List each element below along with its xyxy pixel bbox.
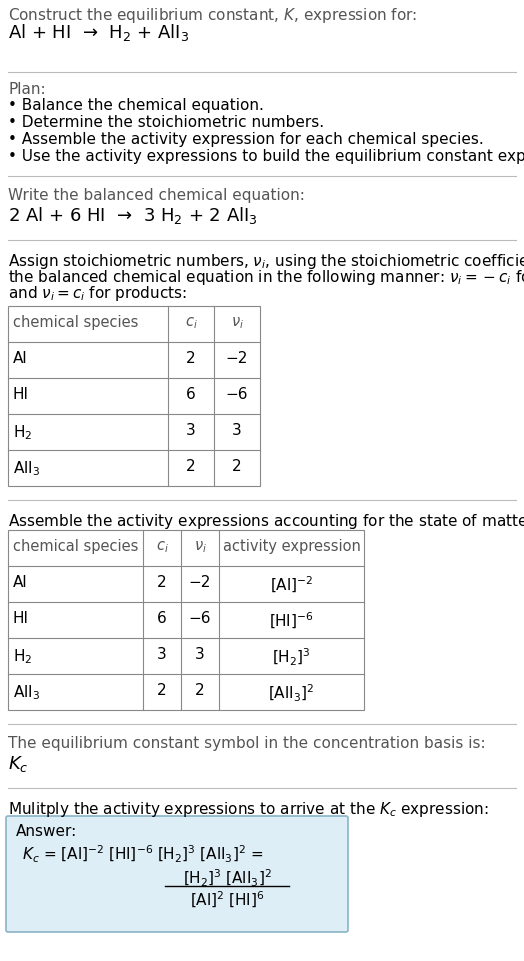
- Text: • Use the activity expressions to build the equilibrium constant expression.: • Use the activity expressions to build …: [8, 149, 524, 164]
- Text: 6: 6: [186, 387, 196, 402]
- Text: −2: −2: [226, 351, 248, 366]
- Text: • Determine the stoichiometric numbers.: • Determine the stoichiometric numbers.: [8, 115, 324, 130]
- Text: chemical species: chemical species: [13, 315, 138, 330]
- Text: HI: HI: [13, 387, 29, 402]
- Text: $\nu_i$: $\nu_i$: [231, 315, 244, 331]
- Text: Mulitply the activity expressions to arrive at the $K_c$ expression:: Mulitply the activity expressions to arr…: [8, 800, 489, 819]
- Text: 2: 2: [232, 459, 242, 474]
- Text: [HI]$^{-6}$: [HI]$^{-6}$: [269, 611, 314, 631]
- Text: 2: 2: [157, 575, 167, 590]
- Text: Al + HI  →  H$_2$ + AlI$_3$: Al + HI → H$_2$ + AlI$_3$: [8, 22, 189, 43]
- Text: 3: 3: [157, 647, 167, 662]
- Text: [Al]$^2$ [HI]$^6$: [Al]$^2$ [HI]$^6$: [190, 890, 264, 910]
- Text: 3: 3: [195, 647, 205, 662]
- Text: chemical species: chemical species: [13, 539, 138, 554]
- Text: −6: −6: [226, 387, 248, 402]
- Text: 2: 2: [157, 683, 167, 698]
- Text: activity expression: activity expression: [223, 539, 361, 554]
- Text: 2: 2: [195, 683, 205, 698]
- Text: Assign stoichiometric numbers, $\nu_i$, using the stoichiometric coefficients, $: Assign stoichiometric numbers, $\nu_i$, …: [8, 252, 524, 271]
- Text: the balanced chemical equation in the following manner: $\nu_i = -c_i$ for react: the balanced chemical equation in the fo…: [8, 268, 524, 287]
- Text: AlI$_3$: AlI$_3$: [13, 683, 40, 702]
- Text: $K_c$: $K_c$: [8, 754, 29, 774]
- Text: −6: −6: [189, 611, 211, 626]
- Text: $c_i$: $c_i$: [156, 539, 168, 554]
- Text: and $\nu_i = c_i$ for products:: and $\nu_i = c_i$ for products:: [8, 284, 187, 303]
- Text: Assemble the activity expressions accounting for the state of matter and $\nu_i$: Assemble the activity expressions accoun…: [8, 512, 524, 531]
- Text: $\nu_i$: $\nu_i$: [193, 539, 206, 554]
- Text: [H$_2$]$^3$ [AlI$_3$]$^2$: [H$_2$]$^3$ [AlI$_3$]$^2$: [182, 868, 271, 889]
- Text: [H$_2$]$^3$: [H$_2$]$^3$: [272, 647, 311, 668]
- Text: −2: −2: [189, 575, 211, 590]
- Text: 3: 3: [232, 423, 242, 438]
- Text: Construct the equilibrium constant, $K$, expression for:: Construct the equilibrium constant, $K$,…: [8, 6, 417, 25]
- Text: [AlI$_3$]$^2$: [AlI$_3$]$^2$: [268, 683, 314, 704]
- Text: H$_2$: H$_2$: [13, 423, 32, 442]
- Text: 6: 6: [157, 611, 167, 626]
- Bar: [8, 530, 364, 710]
- Text: $c_i$: $c_i$: [184, 315, 198, 331]
- Text: 2: 2: [186, 351, 196, 366]
- Text: 2 Al + 6 HI  →  3 H$_2$ + 2 AlI$_3$: 2 Al + 6 HI → 3 H$_2$ + 2 AlI$_3$: [8, 205, 258, 226]
- Text: • Balance the chemical equation.: • Balance the chemical equation.: [8, 98, 264, 113]
- FancyBboxPatch shape: [6, 816, 348, 932]
- Text: 2: 2: [186, 459, 196, 474]
- Text: H$_2$: H$_2$: [13, 647, 32, 666]
- Text: 3: 3: [186, 423, 196, 438]
- Text: Al: Al: [13, 351, 28, 366]
- Text: Al: Al: [13, 575, 28, 590]
- Text: Answer:: Answer:: [16, 824, 77, 839]
- Bar: [8, 306, 260, 486]
- Text: Write the balanced chemical equation:: Write the balanced chemical equation:: [8, 188, 305, 203]
- Text: Plan:: Plan:: [8, 82, 46, 97]
- Text: • Assemble the activity expression for each chemical species.: • Assemble the activity expression for e…: [8, 132, 484, 147]
- Text: [Al]$^{-2}$: [Al]$^{-2}$: [270, 575, 313, 595]
- Text: $K_c$ = [Al]$^{-2}$ [HI]$^{-6}$ [H$_2$]$^3$ [AlI$_3$]$^2$ =: $K_c$ = [Al]$^{-2}$ [HI]$^{-6}$ [H$_2$]$…: [22, 844, 264, 865]
- Text: The equilibrium constant symbol in the concentration basis is:: The equilibrium constant symbol in the c…: [8, 736, 486, 751]
- Text: AlI$_3$: AlI$_3$: [13, 459, 40, 478]
- Text: HI: HI: [13, 611, 29, 626]
